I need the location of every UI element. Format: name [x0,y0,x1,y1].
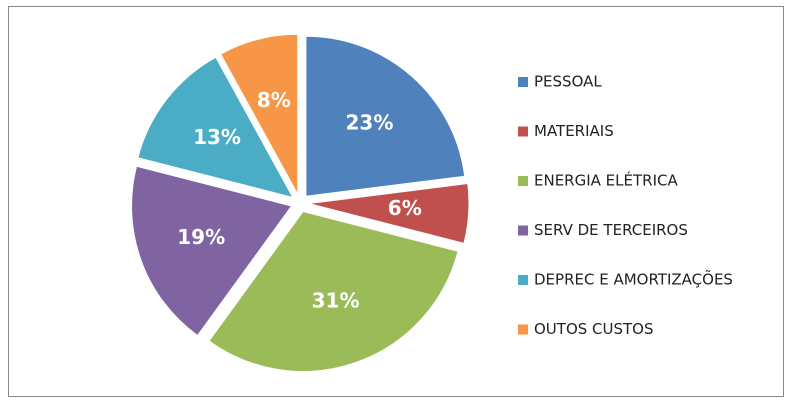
legend-swatch [518,176,528,186]
pie-slice [305,35,466,197]
pie-slice [208,210,459,372]
slice-label: 31% [312,288,360,312]
legend-label: DEPREC E AMORTIZAÇÕES [534,270,733,289]
legend-label: ENERGIA ELÉTRICA [534,171,678,190]
legend-swatch [518,126,528,137]
legend-swatch [518,225,528,236]
pie-slice [308,182,470,244]
legend-label: SERV DE TERCEIROS [534,221,688,239]
legend-swatch [518,77,528,87]
slice-label: 23% [346,111,394,135]
slice-label: 19% [177,225,225,249]
slice-label: 13% [193,125,241,149]
slice-label: 8% [257,88,291,112]
legend-swatch [518,275,528,285]
pie-slice [137,56,294,199]
legend-swatch [518,324,528,335]
pie-slice [131,165,293,337]
pie-slice [220,33,299,195]
legend-label: PESSOAL [534,73,602,91]
slice-label: 6% [388,196,422,220]
legend-label: MATERIAIS [534,122,614,140]
legend-label: OUTOS CUSTOS [534,320,654,338]
